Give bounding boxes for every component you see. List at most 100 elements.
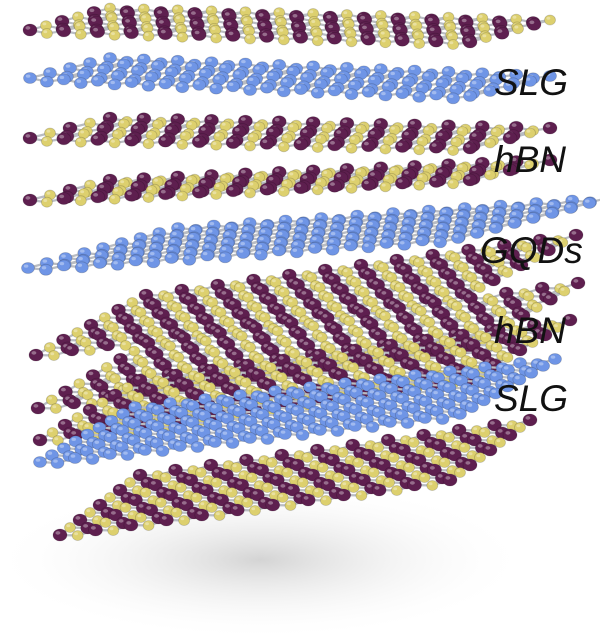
atom-highlight bbox=[381, 312, 386, 316]
atom-highlight bbox=[336, 371, 342, 375]
atom-highlight bbox=[154, 178, 158, 182]
atom-highlight bbox=[223, 414, 228, 419]
atom-highlight bbox=[160, 137, 166, 141]
atom-highlight bbox=[133, 125, 139, 130]
atom-highlight bbox=[228, 439, 233, 443]
atom-highlight bbox=[96, 416, 102, 420]
atom-highlight bbox=[140, 5, 145, 9]
atom-highlight bbox=[131, 256, 136, 261]
atom-highlight bbox=[293, 406, 298, 411]
atom bbox=[225, 136, 241, 150]
atom bbox=[90, 133, 106, 146]
atom-highlight bbox=[435, 238, 441, 242]
atom-highlight bbox=[147, 73, 152, 77]
atom-highlight bbox=[141, 489, 146, 493]
atom-highlight bbox=[236, 377, 241, 381]
atom bbox=[361, 241, 376, 254]
atom-highlight bbox=[381, 91, 386, 96]
atom-highlight bbox=[284, 271, 290, 275]
atom-highlight bbox=[438, 415, 443, 419]
atom bbox=[276, 492, 289, 503]
atom-highlight bbox=[146, 506, 152, 510]
atom-highlight bbox=[99, 124, 105, 129]
atom bbox=[281, 467, 294, 478]
atom-highlight bbox=[397, 462, 402, 466]
atom bbox=[394, 140, 410, 153]
atom-highlight bbox=[284, 459, 290, 463]
atom bbox=[66, 396, 82, 410]
atom-highlight bbox=[328, 246, 333, 250]
atom-highlight bbox=[185, 492, 189, 496]
atom-highlight bbox=[336, 173, 342, 178]
atom-highlight bbox=[78, 256, 83, 261]
atom-highlight bbox=[505, 82, 511, 86]
atom-highlight bbox=[316, 80, 322, 84]
atom-highlight bbox=[457, 377, 462, 381]
atom-highlight bbox=[118, 519, 124, 523]
atom-highlight bbox=[343, 466, 349, 470]
atom-highlight bbox=[249, 134, 254, 138]
atom-highlight bbox=[465, 294, 471, 298]
atom-highlight bbox=[390, 454, 394, 458]
atom-highlight bbox=[297, 357, 302, 361]
atom bbox=[379, 37, 392, 49]
atom-highlight bbox=[157, 337, 162, 341]
layer-3-atoms bbox=[22, 111, 558, 157]
atom-highlight bbox=[177, 286, 183, 290]
atom-highlight bbox=[443, 121, 449, 126]
atom-highlight bbox=[59, 75, 65, 80]
atom-highlight bbox=[212, 142, 217, 145]
atom-highlight bbox=[150, 251, 155, 256]
atom-highlight bbox=[364, 88, 369, 92]
atom-highlight bbox=[511, 157, 517, 162]
atom-highlight bbox=[468, 370, 474, 374]
atom bbox=[327, 179, 343, 193]
atom-highlight bbox=[405, 342, 410, 346]
atom bbox=[64, 343, 80, 357]
atom bbox=[310, 86, 325, 99]
atom-highlight bbox=[391, 126, 395, 130]
atom-highlight bbox=[144, 82, 149, 86]
atom-highlight bbox=[133, 183, 139, 187]
atom-highlight bbox=[200, 395, 206, 399]
atom-highlight bbox=[490, 361, 496, 365]
atom-highlight bbox=[67, 346, 73, 350]
atom-highlight bbox=[385, 479, 390, 483]
atom-highlight bbox=[363, 451, 369, 455]
atom bbox=[178, 515, 191, 526]
atom-highlight bbox=[415, 352, 420, 356]
atom-highlight bbox=[224, 12, 230, 16]
atom-highlight bbox=[398, 89, 403, 93]
atom-highlight bbox=[265, 322, 270, 326]
atom bbox=[453, 408, 467, 420]
atom bbox=[259, 182, 275, 196]
atom bbox=[90, 190, 106, 204]
atom-highlight bbox=[55, 531, 61, 535]
atom-highlight bbox=[347, 145, 352, 149]
atom bbox=[415, 234, 430, 247]
atom-highlight bbox=[147, 132, 152, 136]
atom-highlight bbox=[347, 185, 352, 189]
atom-highlight bbox=[201, 486, 207, 490]
atom-highlight bbox=[431, 37, 437, 41]
atom-highlight bbox=[132, 249, 138, 253]
atom bbox=[271, 244, 286, 257]
atom-highlight bbox=[457, 331, 463, 335]
atom bbox=[176, 139, 189, 150]
atom-highlight bbox=[398, 394, 403, 399]
atom bbox=[379, 181, 392, 193]
atom-highlight bbox=[91, 18, 97, 22]
atom-highlight bbox=[240, 472, 245, 476]
atom-highlight bbox=[134, 394, 139, 398]
atom-highlight bbox=[394, 16, 399, 21]
atom-highlight bbox=[281, 216, 286, 221]
atom-highlight bbox=[351, 474, 357, 478]
atom-highlight bbox=[268, 459, 273, 463]
atom-highlight bbox=[462, 357, 467, 361]
atom-highlight bbox=[248, 77, 254, 82]
atom-highlight bbox=[262, 185, 268, 189]
atom-highlight bbox=[289, 172, 294, 176]
atom-highlight bbox=[207, 366, 213, 370]
atom bbox=[225, 487, 238, 498]
atom bbox=[423, 447, 436, 458]
